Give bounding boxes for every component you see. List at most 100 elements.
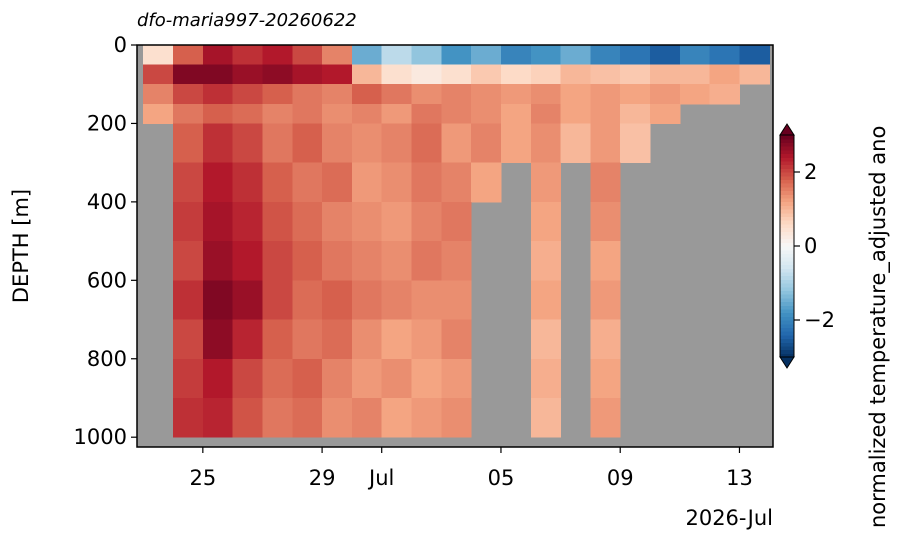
cell: [232, 358, 263, 399]
cell: [143, 84, 174, 105]
cell: [232, 45, 263, 66]
cell: [381, 103, 413, 124]
colorbar-segment: [780, 220, 794, 225]
cell: [441, 84, 472, 105]
cell: [202, 64, 234, 85]
cell: [232, 64, 263, 85]
colorbar-extend-bottom: [779, 356, 795, 369]
colorbar-segment: [780, 234, 794, 240]
cell: [232, 123, 263, 164]
cell: [232, 103, 263, 124]
cell: [590, 45, 621, 66]
colorbar-segment: [780, 146, 794, 151]
colorbar-segment: [780, 275, 794, 280]
cell: [500, 64, 532, 85]
y-tick-label: 800: [87, 347, 127, 371]
colorbar-segment: [780, 153, 794, 158]
cell: [441, 162, 472, 203]
cell: [292, 319, 323, 360]
colorbar-segment: [780, 308, 794, 314]
cell: [292, 241, 323, 281]
cell: [530, 64, 562, 85]
cell: [351, 358, 383, 399]
cell: [202, 201, 234, 242]
colorbar-segment: [780, 353, 794, 358]
cell: [381, 84, 413, 105]
cell: [351, 397, 383, 438]
cell: [560, 123, 591, 164]
cell: [530, 84, 562, 105]
cell: [709, 64, 740, 85]
cell: [262, 201, 293, 242]
cell: [441, 319, 472, 360]
cell: [173, 64, 204, 85]
cell: [411, 84, 442, 105]
cell: [143, 103, 174, 124]
colorbar-segment: [780, 157, 794, 162]
cell: [679, 64, 711, 85]
cell: [202, 397, 234, 438]
colorbar-segment: [780, 186, 794, 192]
cell: [471, 45, 502, 66]
colorbar-segment: [780, 334, 794, 340]
cell: [709, 45, 740, 66]
cell: [381, 280, 413, 321]
cell: [739, 45, 770, 66]
cell: [322, 280, 353, 321]
colorbar-segment: [780, 305, 794, 310]
cell: [650, 84, 681, 105]
cell: [292, 280, 323, 321]
cell: [471, 123, 502, 164]
cell: [292, 162, 323, 203]
colorbar: [780, 135, 794, 358]
colorbar-segment: [780, 212, 794, 217]
cell: [322, 123, 353, 164]
cell: [202, 162, 234, 203]
cell: [292, 84, 323, 105]
x-tick-label: 29: [309, 466, 336, 490]
cell: [530, 45, 562, 66]
colorbar-segment: [780, 183, 794, 188]
colorbar-segment: [780, 286, 794, 291]
cell: [590, 103, 621, 124]
cell: [232, 201, 263, 242]
cell: [471, 84, 502, 105]
mesh: [143, 45, 770, 438]
y-tick-label: 0: [114, 33, 127, 57]
colorbar-segment: [780, 349, 794, 354]
cell: [620, 64, 651, 85]
colorbar-segment: [780, 160, 794, 166]
cell: [650, 103, 681, 124]
cell: [411, 123, 442, 164]
cell: [411, 162, 442, 203]
cell: [650, 45, 681, 66]
y-tick-label: 200: [87, 111, 127, 135]
cell: [679, 45, 711, 66]
colorbar-segment: [780, 223, 794, 229]
colorbar-segment: [780, 297, 794, 303]
cell: [441, 280, 472, 321]
cell: [471, 64, 502, 85]
cell: [560, 84, 591, 105]
cell: [262, 162, 293, 203]
chart-title: dfo-maria997-20260622: [137, 10, 357, 31]
cell: [411, 103, 442, 124]
cell: [620, 103, 651, 124]
colorbar-segment: [780, 205, 794, 210]
cell: [173, 319, 204, 360]
cell: [351, 162, 383, 203]
cell: [590, 319, 621, 360]
cell: [620, 84, 651, 105]
cell: [351, 64, 383, 85]
cell: [351, 45, 383, 66]
colorbar-segment: [780, 135, 794, 140]
colorbar-segment: [780, 279, 794, 284]
cell: [292, 201, 323, 242]
cell: [262, 241, 293, 281]
colorbar-tick-label: 2: [804, 160, 817, 184]
cell: [620, 45, 651, 66]
colorbar-segment: [780, 175, 794, 180]
colorbar-segment: [780, 168, 794, 173]
cell: [322, 201, 353, 242]
colorbar-segment: [780, 194, 794, 199]
